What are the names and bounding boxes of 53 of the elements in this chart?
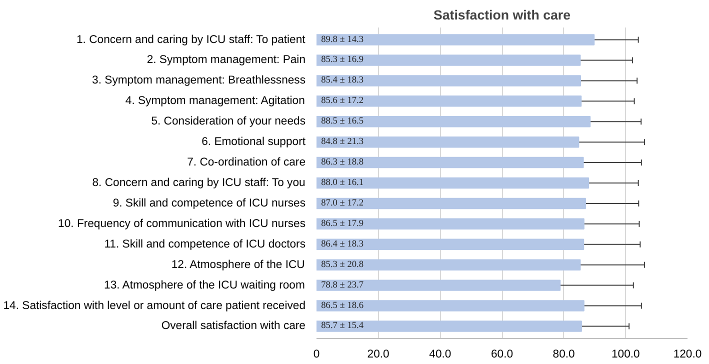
- bar: [316, 156, 584, 168]
- bar: [316, 218, 584, 230]
- bar: [316, 136, 580, 148]
- data-label: 84.8 ± 21.3: [321, 137, 364, 148]
- data-label: 85.6 ± 17.2: [321, 96, 364, 106]
- y-tick-label: Overall satisfaction with care: [161, 320, 306, 332]
- y-tick-label: 4. Symptom management: Agitation: [125, 95, 305, 108]
- data-label: 85.3 ± 16.9: [321, 55, 364, 66]
- y-tick-label: 7. Co-ordination of care: [187, 156, 306, 169]
- data-label: 88.0 ± 16.1: [321, 178, 364, 188]
- data-label: 78.8 ± 23.7: [321, 280, 364, 290]
- y-tick-label: 6. Emotional support: [202, 136, 306, 148]
- y-tick-label: 11. Skill and competence of ICU doctors: [104, 238, 306, 250]
- data-label: 87.0 ± 17.2: [321, 198, 364, 208]
- y-tick-label: 5. Consideration of your needs: [151, 116, 306, 128]
- data-label: 86.3 ± 18.8: [321, 158, 364, 168]
- data-label: 86.4 ± 18.3: [321, 239, 364, 250]
- bar: [316, 54, 581, 66]
- data-label: 86.5 ± 18.6: [321, 300, 364, 311]
- bar: [316, 177, 590, 189]
- x-tick-label: 40.0: [429, 348, 452, 360]
- data-label: 85.3 ± 20.8: [321, 260, 364, 270]
- y-tick-label: 10. Frequency of communication with ICU nurses: [58, 218, 306, 230]
- bar: [316, 300, 584, 312]
- bar: [316, 259, 581, 270]
- y-tick-label: 8. Concern and caring by ICU staff: To you: [92, 177, 306, 189]
- y-tick-label: 13. Atmosphere of the ICU waiting room: [104, 279, 305, 292]
- data-label: 85.7 ± 15.4: [321, 321, 364, 332]
- x-tick-label: 0: [313, 348, 320, 360]
- y-tick-label: 14. Satisfaction with level or amount of care patient received: [3, 300, 306, 312]
- x-tick-label: 100.0: [611, 348, 640, 360]
- y-tick-label: 2. Symptom management: Pain: [146, 54, 306, 66]
- y-tick-label: 3. Symptom management: Breathlessness: [92, 74, 306, 87]
- bar: [316, 116, 591, 128]
- chart-title: Satisfaction with care: [433, 8, 571, 22]
- bar: [316, 75, 582, 86]
- y-tick-label: 9. Skill and competence of ICU nurses: [112, 197, 306, 210]
- data-label: 89.8 ± 14.3: [321, 34, 364, 45]
- y-tick-label: 12. Atmosphere of the ICU: [171, 258, 305, 271]
- x-tick-label: 60.0: [490, 348, 514, 360]
- data-label: 86.5 ± 17.9: [321, 218, 364, 229]
- data-label: 88.5 ± 16.5: [321, 116, 364, 127]
- bar: [316, 34, 595, 46]
- data-label: 85.4 ± 18.3: [321, 76, 364, 86]
- x-tick-label: 20.0: [367, 348, 390, 360]
- bar: [316, 198, 586, 210]
- bar: [316, 238, 584, 250]
- y-tick-label: 1. Concern and caring by ICU staff: To patient: [76, 34, 306, 46]
- bar: [316, 96, 582, 107]
- x-tick-label: 120.0: [673, 348, 702, 360]
- bar: [316, 320, 582, 332]
- x-tick-label: 80.0: [552, 348, 575, 360]
- bar: [316, 280, 561, 291]
